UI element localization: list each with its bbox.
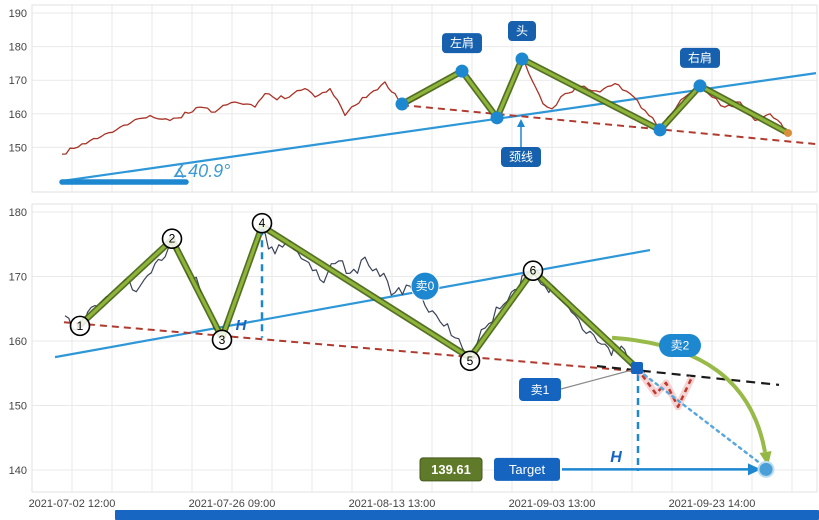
top-y-tick-label: 160 (9, 109, 27, 121)
pivot-circle[interactable] (69, 315, 91, 337)
sell1-label: 卖1 (531, 383, 550, 397)
sell1-pivot-marker[interactable] (631, 362, 643, 374)
pivot-circle[interactable] (161, 228, 183, 250)
sell2-pill[interactable] (659, 334, 701, 358)
sell0-marker[interactable] (410, 271, 440, 301)
pattern-label-pill[interactable] (680, 47, 720, 68)
target-arrowhead (748, 463, 761, 476)
h-label-1: H (236, 317, 248, 334)
pattern-pivot-dot[interactable] (653, 123, 667, 137)
top-panel-border (31, 4, 818, 193)
neckline-label-pill[interactable] (501, 147, 541, 167)
pattern-label-pill[interactable] (442, 33, 482, 54)
pattern-pivot-dot[interactable] (515, 52, 529, 66)
pivot-number: 4 (259, 216, 266, 230)
pivot-circle[interactable] (522, 260, 544, 281)
bottom-y-tick-label: 140 (9, 465, 27, 477)
pivot-number: 5 (467, 354, 474, 368)
bottom-panel-border (31, 203, 818, 493)
target-price-label: 139.61 (431, 462, 471, 477)
pivot-number: 2 (169, 232, 176, 246)
x-axis-tick-label: 2021-07-26 09:00 (189, 498, 276, 510)
pattern-pivot-dot[interactable] (455, 64, 469, 78)
x-axis-tick-label: 2021-09-23 14:00 (669, 498, 756, 510)
bottom-y-tick-label: 150 (9, 401, 27, 413)
pattern-label: 右肩 (688, 50, 712, 65)
x-axis-tick-label: 2021-08-13 13:00 (349, 498, 436, 510)
h-label-2: H (610, 449, 622, 466)
bottom-y-tick-label: 160 (9, 336, 27, 348)
neckline-callout-arrowhead (517, 119, 525, 127)
projection-dotted-line[interactable] (637, 369, 765, 467)
pattern-label-pill[interactable] (508, 21, 536, 42)
target-button[interactable] (494, 457, 560, 481)
bottom-price-line (64, 227, 639, 371)
bottom-y-tick-label: 170 (9, 272, 27, 284)
pattern-label: 左肩 (450, 35, 474, 50)
target-button-label: Target (509, 462, 546, 477)
sell1-box[interactable] (519, 378, 561, 401)
sell2-label: 卖2 (671, 339, 690, 353)
pivot-circle[interactable] (251, 212, 273, 234)
pattern-pivot-dot[interactable] (693, 79, 707, 93)
target-price-box[interactable] (419, 457, 483, 482)
sell1-leader-line (560, 369, 633, 390)
x-axis-tick-label: 2021-09-03 13:00 (509, 498, 596, 510)
pattern-pivot-dot[interactable] (395, 97, 409, 111)
sell0-label: 卖0 (416, 279, 435, 293)
neckline-label: 颈线 (509, 150, 533, 164)
pivot-number: 1 (77, 319, 84, 333)
angle-label: ∡40.9° (172, 161, 230, 181)
pattern-end-dot (784, 128, 792, 137)
top-y-tick-label: 150 (9, 142, 27, 154)
bottom-neckline-dashed[interactable] (63, 321, 646, 373)
top-trendline[interactable] (61, 72, 817, 183)
target-end-dot[interactable] (757, 460, 775, 478)
top-y-tick-label: 190 (9, 8, 27, 20)
bottom-trendline[interactable] (54, 248, 651, 359)
horizontal-scrollbar[interactable] (115, 510, 819, 520)
pivot-circle[interactable] (459, 350, 481, 372)
top-y-tick-label: 170 (9, 75, 27, 87)
forecast-zigzag[interactable] (635, 367, 694, 409)
pivot-number: 6 (530, 264, 537, 278)
top-y-tick-label: 180 (9, 42, 27, 54)
black-dashed-line[interactable] (596, 365, 780, 386)
x-axis-tick-label: 2021-07-02 12:00 (29, 498, 116, 510)
target-curve-arrow[interactable] (611, 335, 767, 453)
pattern-pivot-dot[interactable] (490, 111, 504, 125)
pivot-number: 3 (219, 333, 226, 347)
bottom-y-tick-label: 180 (9, 207, 27, 219)
pivot-circle[interactable] (211, 329, 233, 351)
bottom-zigzag-line[interactable] (78, 224, 639, 370)
top-neckline-dashed[interactable] (401, 104, 817, 146)
pattern-label: 头 (516, 24, 528, 38)
